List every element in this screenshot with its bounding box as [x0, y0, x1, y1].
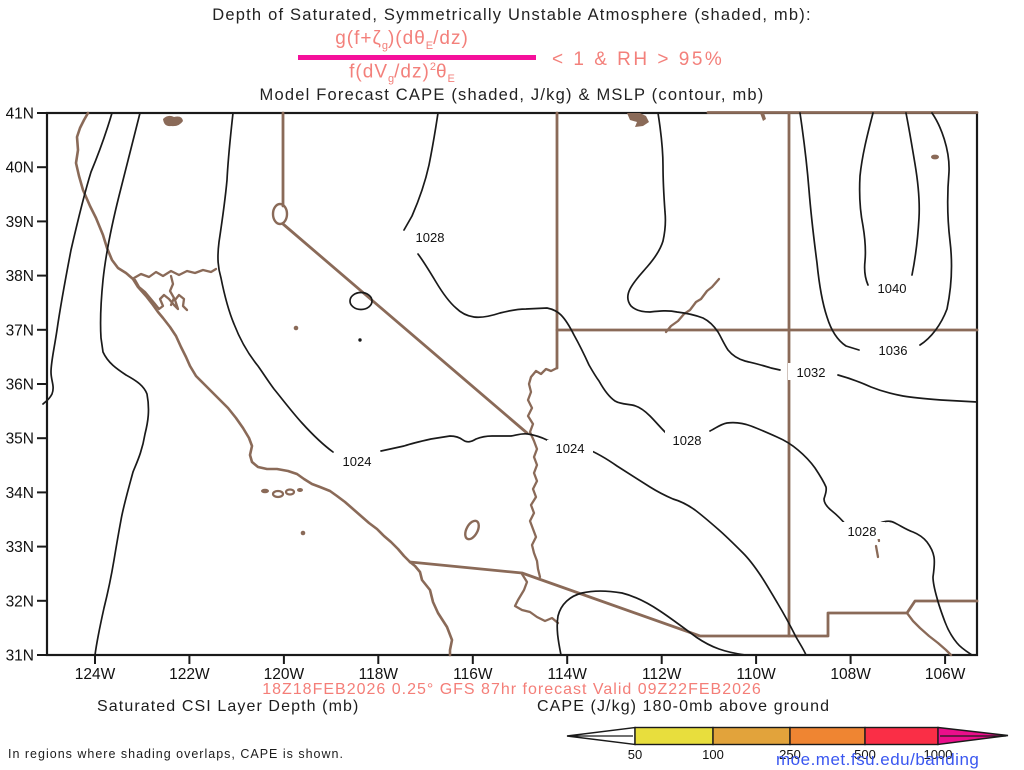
lat-axis-labels: 41N 40N 39N 38N 37N 36N 35N 34N 33N 32N …: [6, 106, 34, 665]
lat-label: 40N: [6, 160, 34, 177]
lake-tahoe: [271, 202, 289, 226]
contour-label-1032: 1032: [797, 365, 826, 380]
island-dot: [300, 530, 306, 536]
channel-island: [271, 489, 285, 499]
channel-island: [284, 488, 296, 496]
contour-label-1036: 1036: [879, 343, 908, 358]
colorbar-tick-500: 500: [854, 747, 876, 762]
overlap-note: In regions where shading overlaps, CAPE …: [8, 747, 344, 761]
lat-label: 38N: [6, 268, 34, 285]
formula-denominator: f(dVg/dz)2θE: [349, 61, 455, 86]
map-frame: [45, 111, 979, 657]
channel-island: [261, 488, 269, 494]
state-borders: [271, 111, 979, 657]
contour-label-1028: 1028: [673, 433, 702, 448]
colorbar-segment-50-100: [634, 726, 714, 746]
lon-label: 116W: [453, 666, 493, 683]
colorbar-tick-50: 50: [628, 747, 642, 762]
lon-label: 112W: [642, 666, 682, 683]
lat-label: 35N: [6, 431, 34, 448]
page-title-line1: Depth of Saturated, Symmetrically Unstab…: [212, 6, 812, 24]
formula-condition: < 1 & RH > 95%: [552, 49, 725, 70]
colorbar-tick-250: 250: [779, 747, 801, 762]
contour-label-1028: 1028: [848, 524, 877, 539]
legend-cape: CAPE (J/kg) 180-0mb above ground: [537, 698, 831, 715]
contour-label-1024: 1024: [556, 441, 585, 456]
lat-label: 37N: [6, 322, 34, 339]
contour-label-1024: 1024: [343, 454, 372, 469]
contour-dot: [358, 338, 362, 342]
contour-labels: 1028 1024 1024 1028 1028 1032 1036 1040: [334, 228, 916, 539]
lat-label: 36N: [6, 377, 34, 394]
banding-site-link[interactable]: moe.met.fsu.edu/banding: [776, 750, 980, 769]
lat-label: 32N: [6, 593, 34, 610]
lat-label: 34N: [6, 485, 34, 502]
contour-label-1040: 1040: [878, 281, 907, 296]
lat-label: 39N: [6, 214, 34, 231]
cape-colorbar: 50 100 250 500 1000: [566, 726, 1009, 762]
lon-label: 124W: [75, 666, 116, 683]
channel-island: [297, 488, 303, 492]
colorbar-tick-1000: 1000: [924, 747, 953, 762]
lake-fragment: [760, 113, 766, 121]
colorbar-segment-500-1000: [864, 726, 939, 746]
mslp-contours: [42, 112, 978, 656]
lat-label: 41N: [6, 106, 34, 123]
lake-goose: [163, 115, 183, 127]
closed-contour-loop: [349, 291, 373, 311]
contour-label-1028: 1028: [416, 230, 445, 245]
colorbar-segment-100-250: [712, 726, 791, 746]
coastline: [74, 111, 939, 657]
legend-csi-depth: Saturated CSI Layer Depth (mb): [97, 698, 360, 715]
lat-label: 33N: [6, 539, 34, 556]
mono-lake-dot: [293, 325, 299, 331]
lat-ticks: [37, 112, 47, 656]
lon-label: 110W: [736, 666, 776, 683]
lon-label: 118W: [359, 666, 399, 683]
lon-label: 114W: [548, 666, 588, 683]
lon-label: 120W: [264, 666, 305, 683]
lon-label: 106W: [925, 666, 966, 683]
forecast-valid-line: 18Z18FEB2026 0.25° GFS 87hr forecast Val…: [262, 681, 762, 698]
lon-label: 122W: [169, 666, 210, 683]
lon-ticks: [94, 655, 947, 664]
salton-sea: [464, 519, 480, 541]
page-title-line3: Model Forecast CAPE (shaded, J/kg) & MSL…: [259, 86, 765, 104]
lon-label: 108W: [830, 666, 871, 683]
great-salt-lake: [627, 113, 649, 127]
colorbar-segment-250-500: [789, 726, 866, 746]
colorbar-tick-100: 100: [702, 747, 724, 762]
fraction-bar: [298, 55, 536, 60]
formula-numerator: g(f+ζg)(dθE/dz): [335, 28, 469, 52]
lake-dot: [931, 154, 939, 160]
lon-axis-labels: 124W 122W 120W 118W 116W 114W 112W 110W …: [75, 666, 966, 683]
lat-label: 31N: [6, 648, 34, 665]
